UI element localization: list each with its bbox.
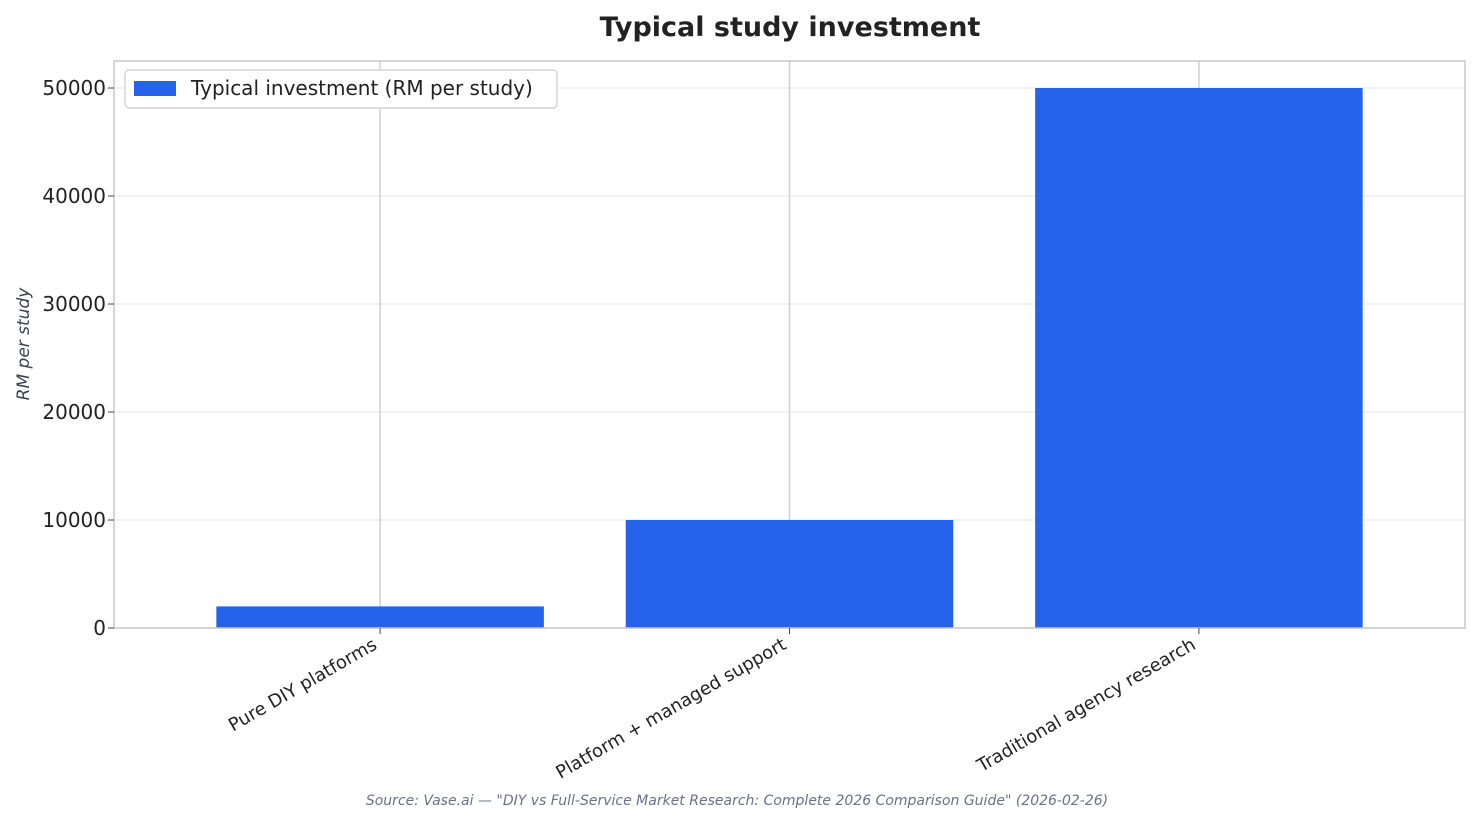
y-tick-label: 20000 bbox=[42, 400, 106, 424]
y-tick-label: 50000 bbox=[42, 76, 106, 100]
y-tick-label: 30000 bbox=[42, 292, 106, 316]
y-axis-ticks: 0 10000 20000 30000 40000 50000 bbox=[42, 76, 114, 640]
bar bbox=[1035, 88, 1363, 628]
x-axis-ticks: Pure DIY platforms Platform + managed sup… bbox=[225, 628, 1200, 783]
source-note: Source: Vase.ai — "DIY vs Full-Service M… bbox=[366, 793, 1108, 809]
x-tick-label: Traditional agency research bbox=[973, 634, 1200, 777]
y-tick-label: 40000 bbox=[42, 184, 106, 208]
y-axis-label: RM per study bbox=[14, 287, 34, 401]
bar bbox=[216, 606, 544, 628]
x-tick-label: Platform + managed support bbox=[552, 634, 790, 783]
x-tick-label: Pure DIY platforms bbox=[225, 634, 381, 736]
chart-title: Typical study investment bbox=[600, 12, 981, 43]
legend-swatch bbox=[134, 81, 176, 96]
legend-box bbox=[124, 69, 558, 109]
legend: Typical investment (RM per study) bbox=[124, 69, 558, 109]
legend-label: Typical investment (RM per study) bbox=[190, 76, 533, 100]
y-tick-label: 0 bbox=[93, 616, 106, 640]
y-tick-label: 10000 bbox=[42, 508, 106, 532]
bar bbox=[625, 520, 954, 628]
bars bbox=[216, 88, 1363, 628]
